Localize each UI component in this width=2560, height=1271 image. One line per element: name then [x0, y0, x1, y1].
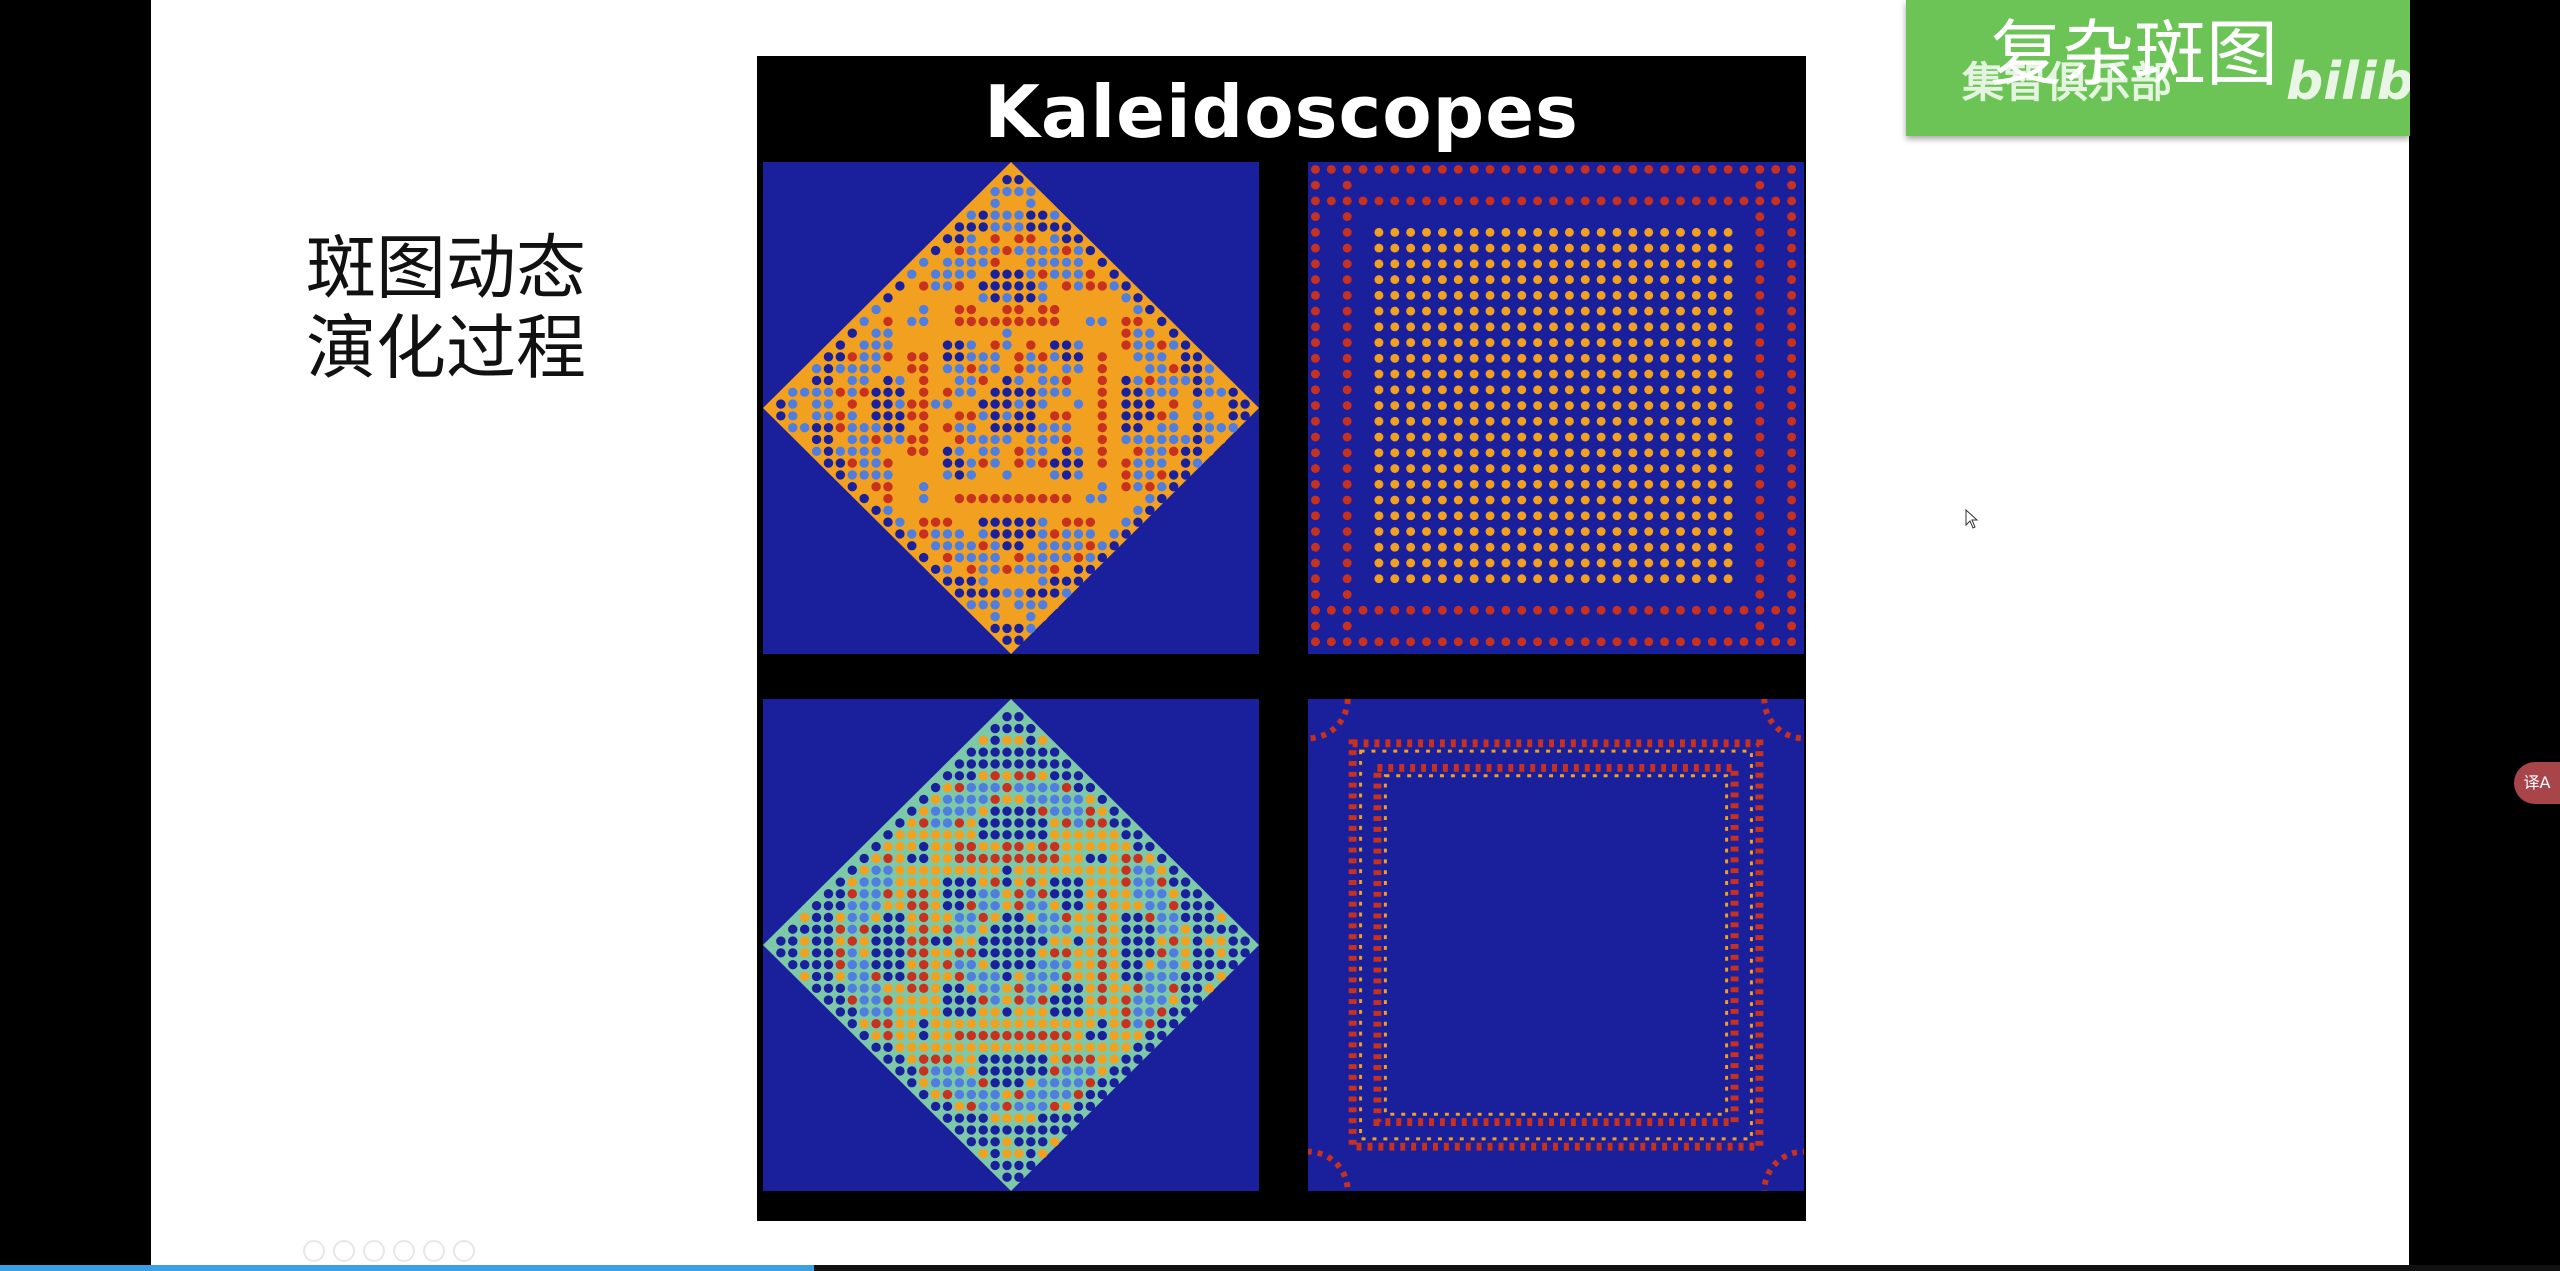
badge-subtitle: 集智俱乐部	[1962, 58, 2173, 107]
copy-icon[interactable]	[393, 1240, 415, 1262]
badge-title: 复杂斑图	[1990, 12, 2279, 96]
video-progress-fill	[0, 1265, 815, 1271]
pattern-panel-diamond-teal	[763, 699, 1259, 1191]
next-icon[interactable]	[333, 1240, 355, 1262]
pattern-panel-grid	[1308, 162, 1804, 654]
bilibili-logo: bilibili	[2286, 52, 2410, 112]
slide-toolbar	[303, 1240, 475, 1262]
heading-line-2: 演化过程	[306, 307, 586, 389]
video-title-badge: 复杂斑图 集智俱乐部 bilibili	[1906, 0, 2410, 136]
slide: 斑图动态 演化过程 Kaleidoscopes	[151, 0, 2409, 1271]
translate-button[interactable]: 译A	[2514, 762, 2560, 804]
kaleidoscope-figure: Kaleidoscopes	[757, 56, 1806, 1221]
figure-title: Kaleidoscopes	[984, 70, 1579, 154]
pattern-panel-square-frame	[1308, 699, 1804, 1191]
pen-icon[interactable]	[363, 1240, 385, 1262]
pattern-panel-diamond-orange	[763, 162, 1259, 654]
more-icon[interactable]	[453, 1240, 475, 1262]
mouse-cursor-icon	[1965, 509, 1979, 529]
video-progress-bar[interactable]	[0, 1265, 2560, 1271]
prev-icon[interactable]	[303, 1240, 325, 1262]
zoom-icon[interactable]	[423, 1240, 445, 1262]
slide-heading: 斑图动态 演化过程	[306, 228, 636, 388]
heading-line-1: 斑图动态	[306, 227, 586, 309]
